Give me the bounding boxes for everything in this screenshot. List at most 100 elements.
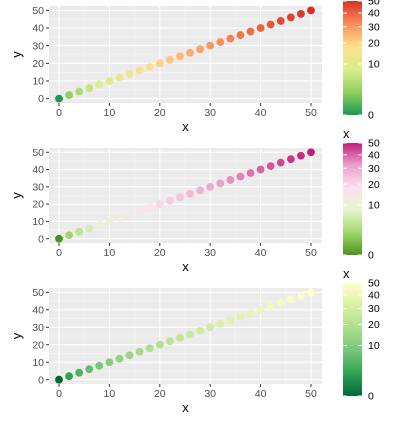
colorbar-label: 20	[368, 38, 380, 50]
data-point	[176, 193, 184, 202]
x-tick-label: 40	[255, 247, 267, 259]
data-point	[307, 148, 315, 157]
data-point	[297, 151, 305, 160]
y-axis-title: y	[9, 332, 24, 339]
colorbar-label: 0	[368, 391, 374, 403]
y-tick-label: 0	[38, 374, 44, 386]
colorbar-label: 0	[368, 110, 374, 122]
data-point	[256, 24, 265, 32]
y-tick-label: 30	[32, 40, 44, 52]
x-tick-label: 30	[204, 107, 216, 119]
data-point	[95, 80, 104, 89]
data-point	[297, 291, 305, 300]
y-tick-label: 50	[32, 287, 44, 299]
data-point	[165, 337, 174, 346]
x-axis-title: x	[182, 400, 189, 415]
y-tick-label: 20	[32, 58, 44, 70]
data-point	[155, 200, 164, 209]
data-point	[276, 158, 285, 167]
colorbar-label: 0	[368, 250, 374, 262]
data-point	[266, 20, 275, 29]
y-tick-label: 20	[32, 339, 44, 351]
y-tick-label: 50	[32, 147, 44, 159]
x-tick-label: 20	[154, 107, 166, 119]
data-point	[135, 66, 144, 75]
colorbar-label: 30	[368, 163, 380, 175]
colorbar-label: 10	[368, 340, 380, 352]
data-point	[85, 84, 94, 92]
data-point	[216, 179, 225, 188]
x-tick-label: 10	[104, 247, 116, 259]
x-tick-label: 50	[305, 107, 317, 119]
data-point	[297, 9, 305, 18]
y-tick-label: 30	[32, 181, 44, 193]
x-axis-title: x	[182, 259, 189, 274]
x-tick-label: 50	[305, 388, 317, 400]
colorbar-label: 40	[368, 149, 380, 161]
y-tick-label: 40	[32, 164, 44, 176]
data-point	[196, 326, 205, 335]
data-point	[135, 207, 144, 215]
data-point	[105, 77, 114, 85]
data-point	[216, 38, 225, 47]
data-point	[206, 323, 215, 332]
y-tick-label: 40	[32, 304, 44, 316]
data-point	[246, 309, 255, 318]
y-axis-title: y	[9, 192, 24, 199]
data-point	[286, 295, 295, 304]
data-point	[135, 347, 144, 356]
data-point	[55, 94, 63, 103]
y-tick-label: 20	[32, 199, 44, 211]
y-tick-label: 30	[32, 322, 44, 334]
colorbar-label: 50	[368, 278, 380, 290]
data-point	[115, 73, 124, 82]
data-point	[206, 41, 215, 50]
colorbar-label: 30	[368, 21, 380, 33]
y-tick-label: 0	[38, 233, 44, 245]
y-tick-label: 10	[32, 216, 44, 228]
data-point	[286, 155, 295, 164]
data-point	[266, 162, 275, 171]
y-axis-title: y	[9, 51, 24, 58]
data-point	[75, 368, 84, 377]
data-point	[75, 227, 84, 236]
x-tick-label: 0	[56, 247, 62, 259]
data-point	[115, 214, 124, 222]
data-point	[186, 189, 194, 198]
data-point	[286, 13, 295, 22]
data-point	[186, 48, 194, 57]
x-tick-label: 10	[104, 388, 116, 400]
x-tick-label: 30	[204, 247, 216, 259]
data-point	[55, 234, 63, 243]
x-tick-label: 40	[255, 388, 267, 400]
data-point	[85, 365, 94, 374]
data-point	[176, 333, 184, 342]
x-tick-label: 0	[56, 107, 62, 119]
data-point	[165, 196, 174, 205]
data-point	[176, 52, 184, 61]
data-point	[307, 6, 315, 15]
y-tick-label: 10	[32, 357, 44, 369]
data-point	[65, 372, 73, 381]
colorbar-label: 40	[368, 290, 380, 302]
data-point	[115, 354, 124, 363]
data-point	[216, 319, 225, 328]
data-point	[256, 165, 265, 174]
data-point	[155, 340, 164, 349]
data-point	[145, 62, 154, 71]
colorbar-label: 50	[368, 0, 380, 8]
data-point	[125, 210, 134, 219]
colorbar	[343, 283, 362, 396]
data-point	[307, 288, 315, 297]
colorbar	[343, 1, 362, 115]
x-tick-label: 20	[154, 247, 166, 259]
data-point	[226, 176, 235, 184]
data-point	[145, 344, 154, 353]
data-point	[276, 298, 285, 307]
data-point	[196, 45, 205, 54]
data-point	[186, 330, 194, 339]
colorbar-label: 20	[368, 319, 380, 331]
data-point	[85, 224, 94, 233]
